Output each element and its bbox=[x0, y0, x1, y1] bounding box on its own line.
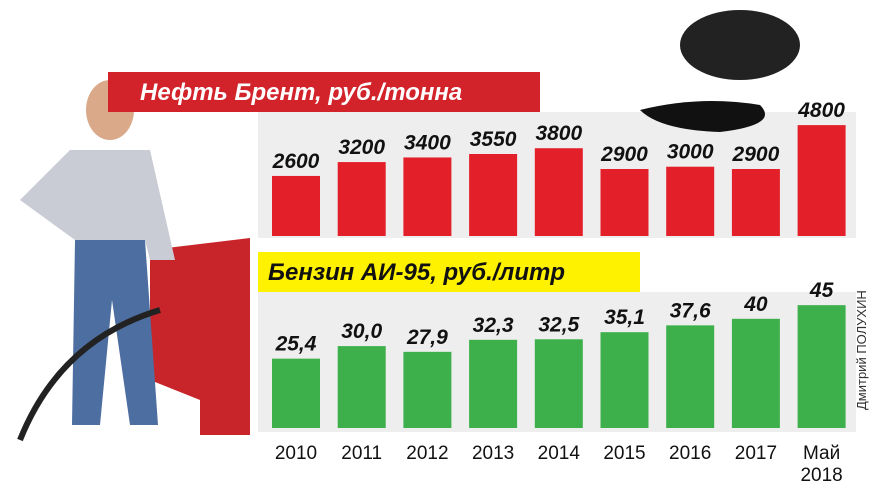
bar bbox=[338, 162, 386, 236]
value-label: 35,1 bbox=[604, 306, 645, 329]
value-label: 32,3 bbox=[473, 314, 514, 337]
x-tick-label: 2010 bbox=[266, 443, 326, 465]
bar bbox=[666, 167, 714, 236]
value-label: 2900 bbox=[600, 143, 648, 166]
chart: Нефть Брент, руб./тонна Бензин АИ-95, ру… bbox=[0, 0, 874, 490]
chart-title: Нефть Брент, руб./тонна bbox=[140, 79, 462, 106]
value-label: 2600 bbox=[272, 150, 320, 173]
bar bbox=[403, 352, 451, 428]
bar bbox=[338, 346, 386, 428]
bar bbox=[535, 148, 583, 236]
bar bbox=[601, 169, 649, 236]
value-label: 40 bbox=[743, 293, 768, 316]
man-jeans bbox=[72, 240, 158, 425]
x-tick-label: 2017 bbox=[726, 443, 786, 465]
bar bbox=[469, 340, 517, 428]
bar bbox=[535, 339, 583, 428]
x-tick-label: 2013 bbox=[463, 443, 523, 465]
bar bbox=[469, 154, 517, 236]
value-label: 3400 bbox=[404, 131, 451, 154]
bar bbox=[732, 319, 780, 428]
value-label: 3550 bbox=[470, 128, 517, 151]
value-label: 25,4 bbox=[275, 333, 317, 356]
value-label: 32,5 bbox=[538, 313, 579, 336]
bar bbox=[403, 157, 451, 236]
x-tick-label: 2014 bbox=[529, 443, 589, 465]
credit: Дмитрий ПОЛУХИН bbox=[854, 290, 869, 410]
bar bbox=[732, 169, 780, 236]
x-tick-label: 2015 bbox=[595, 443, 655, 465]
value-label: 4800 bbox=[797, 99, 845, 122]
infographic: Нефть Брент, руб./тонна Бензин АИ-95, ру… bbox=[0, 0, 874, 490]
value-label: 2900 bbox=[732, 143, 780, 166]
value-label: 27,9 bbox=[406, 326, 448, 349]
bar bbox=[272, 176, 320, 236]
value-label: 3000 bbox=[667, 141, 714, 164]
barrel bbox=[680, 10, 800, 80]
bar bbox=[798, 305, 846, 428]
bar bbox=[666, 325, 714, 428]
x-tick-label: 2016 bbox=[660, 443, 720, 465]
bar bbox=[272, 359, 320, 428]
value-label: 3200 bbox=[338, 136, 385, 159]
value-label: 37,6 bbox=[670, 299, 711, 322]
value-label: 3800 bbox=[535, 122, 582, 145]
chart-title: Бензин АИ-95, руб./литр bbox=[268, 259, 565, 286]
x-tick-label: 2012 bbox=[397, 443, 457, 465]
bar bbox=[601, 332, 649, 428]
bar bbox=[798, 125, 846, 236]
x-tick-label: 2011 bbox=[332, 443, 392, 465]
value-label: 30,0 bbox=[341, 320, 382, 343]
x-tick-label: Май 2018 bbox=[792, 443, 852, 487]
value-label: 45 bbox=[809, 279, 834, 302]
car bbox=[150, 238, 250, 435]
